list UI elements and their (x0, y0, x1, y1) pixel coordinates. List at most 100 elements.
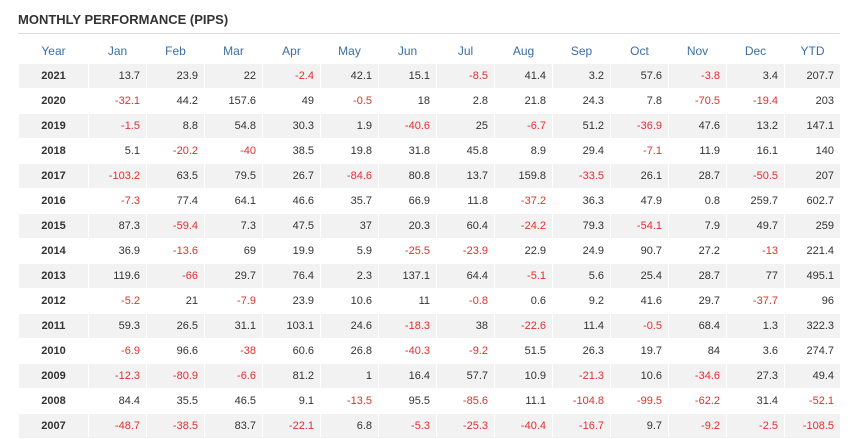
value-cell: 87.3 (88, 213, 147, 239)
value-cell: 69 (204, 238, 263, 264)
value-cell: -32.1 (88, 88, 147, 114)
table-row: 2017 -103.2 63.5 79.5 26.7 -84.6 80.8 13.7 159.8… (18, 163, 841, 189)
table-row: 2014 36.9 -13.6 69 19.9 5.9 -25.5 -23.9 22.9 24.9… (18, 238, 841, 264)
value-cell: -22.6 (494, 313, 553, 339)
value-cell: 38 (436, 313, 495, 339)
value-cell: 7.8 (610, 88, 669, 114)
value-cell: 29.4 (552, 138, 611, 164)
value-cell: 47.9 (610, 188, 669, 214)
value-cell: -38.5 (146, 413, 205, 439)
table-row: 2011 59.3 26.5 31.1 103.1 24.6 -18.3 38 -22.6 11.… (18, 313, 841, 339)
value-cell: 119.6 (88, 263, 147, 289)
table-row: 2016 -7.3 77.4 64.1 46.6 35.7 66.9 11.8 -37.2 36.… (18, 188, 841, 214)
value-cell: -70.5 (668, 88, 727, 114)
value-cell: 49 (262, 88, 321, 114)
year-cell: 2011 (18, 313, 89, 339)
value-cell: 60.4 (436, 213, 495, 239)
value-cell: -22.1 (262, 413, 321, 439)
value-cell: 19.8 (320, 138, 379, 164)
value-cell: 221.4 (784, 238, 841, 264)
value-cell: -6.9 (88, 338, 147, 364)
value-cell: -7.1 (610, 138, 669, 164)
value-cell: 76.4 (262, 263, 321, 289)
value-cell: 274.7 (784, 338, 841, 364)
value-cell: 3.6 (726, 338, 785, 364)
column-header: Jan (88, 38, 147, 64)
value-cell: 9.1 (262, 388, 321, 414)
value-cell: 90.7 (610, 238, 669, 264)
value-cell: 21 (146, 288, 205, 314)
year-cell: 2008 (18, 388, 89, 414)
value-cell: -80.9 (146, 363, 205, 389)
column-header: Mar (204, 38, 263, 64)
year-cell: 2017 (18, 163, 89, 189)
year-cell: 2015 (18, 213, 89, 239)
table-row: 2018 5.1 -20.2 -40 38.5 19.8 31.8 45.8 8.9 29.4 -7… (18, 138, 841, 164)
value-cell: -9.2 (668, 413, 727, 439)
value-cell: 36.3 (552, 188, 611, 214)
column-header: Year (18, 38, 89, 64)
value-cell: 9.7 (610, 413, 669, 439)
value-cell: 11.8 (436, 188, 495, 214)
column-header: Nov (668, 38, 727, 64)
value-cell: 64.1 (204, 188, 263, 214)
value-cell: -36.9 (610, 113, 669, 139)
value-cell: 42.1 (320, 63, 379, 89)
value-cell: -59.4 (146, 213, 205, 239)
value-cell: -7.3 (88, 188, 147, 214)
value-cell: 63.5 (146, 163, 205, 189)
value-cell: 18 (378, 88, 437, 114)
value-cell: 7.3 (204, 213, 263, 239)
value-cell: -54.1 (610, 213, 669, 239)
year-cell: 2013 (18, 263, 89, 289)
value-cell: -3.8 (668, 63, 727, 89)
value-cell: 10.6 (320, 288, 379, 314)
value-cell: -99.5 (610, 388, 669, 414)
value-cell: -23.9 (436, 238, 495, 264)
value-cell: 26.8 (320, 338, 379, 364)
table-row: 2007 -48.7 -38.5 83.7 -22.1 6.8 -5.3 -25.3 -40.4… (18, 413, 841, 439)
value-cell: -0.5 (320, 88, 379, 114)
value-cell: 25.4 (610, 263, 669, 289)
value-cell: -108.5 (784, 413, 841, 439)
value-cell: 25 (436, 113, 495, 139)
value-cell: 57.6 (610, 63, 669, 89)
value-cell: 26.1 (610, 163, 669, 189)
column-header: Dec (726, 38, 785, 64)
value-cell: -0.8 (436, 288, 495, 314)
value-cell: 15.1 (378, 63, 437, 89)
value-cell: -13 (726, 238, 785, 264)
value-cell: 60.6 (262, 338, 321, 364)
value-cell: 57.7 (436, 363, 495, 389)
value-cell: 5.1 (88, 138, 147, 164)
value-cell: 77.4 (146, 188, 205, 214)
value-cell: 77 (726, 263, 785, 289)
value-cell: 46.6 (262, 188, 321, 214)
value-cell: -40.6 (378, 113, 437, 139)
value-cell: 11 (378, 288, 437, 314)
value-cell: -25.3 (436, 413, 495, 439)
value-cell: -7.9 (204, 288, 263, 314)
column-header: Jul (436, 38, 495, 64)
value-cell: 3.2 (552, 63, 611, 89)
value-cell: 30.3 (262, 113, 321, 139)
value-cell: -40.3 (378, 338, 437, 364)
value-cell: -2.5 (726, 413, 785, 439)
value-cell: 51.2 (552, 113, 611, 139)
value-cell: 84.4 (88, 388, 147, 414)
value-cell: 8.8 (146, 113, 205, 139)
column-header: Jun (378, 38, 437, 64)
value-cell: 207 (784, 163, 841, 189)
value-cell: 3.4 (726, 63, 785, 89)
value-cell: 21.8 (494, 88, 553, 114)
value-cell: 31.8 (378, 138, 437, 164)
value-cell: -5.3 (378, 413, 437, 439)
value-cell: 66.9 (378, 188, 437, 214)
value-cell: -5.1 (494, 263, 553, 289)
value-cell: 147.1 (784, 113, 841, 139)
value-cell: 44.2 (146, 88, 205, 114)
value-cell: -2.4 (262, 63, 321, 89)
value-cell: -48.7 (88, 413, 147, 439)
value-cell: -6.6 (204, 363, 263, 389)
value-cell: -37.7 (726, 288, 785, 314)
